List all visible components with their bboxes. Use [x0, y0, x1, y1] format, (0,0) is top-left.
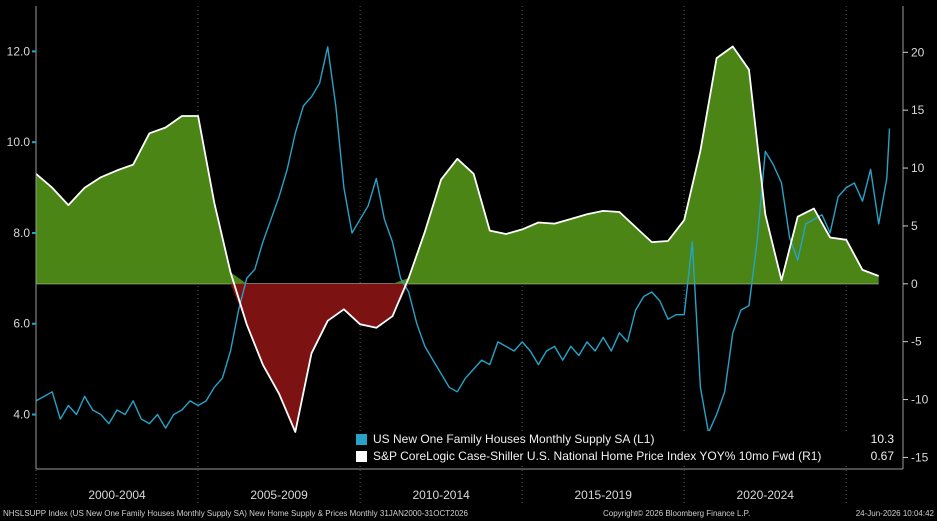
legend-value-supply: 10.3	[870, 432, 894, 446]
series-lines	[35, 45, 891, 434]
legend-value-hpi: 0.67	[870, 449, 894, 463]
x-period-label-4: 2020-2024	[737, 488, 795, 502]
x-period-label-3: 2015-2019	[575, 488, 633, 502]
legend-swatch-hpi	[356, 451, 367, 462]
right-tick-label-6: 15	[911, 103, 925, 117]
left-tick-label-3: 10.0	[7, 135, 31, 149]
footer-source: NHSLSUPP Index (US New One Family Houses…	[3, 509, 468, 518]
negative-area	[36, 283, 879, 432]
hpi-area-fill	[36, 46, 879, 432]
right-tick-label-5: 10	[911, 161, 925, 175]
left-tick-label-4: 12.0	[7, 44, 31, 58]
right-tick-label-4: 5	[911, 219, 918, 233]
hpi-line	[35, 45, 880, 433]
supply-line	[35, 46, 891, 434]
x-period-label-1: 2005-2009	[250, 488, 308, 502]
legend-item-supply: US New One Family Houses Monthly Supply …	[352, 431, 898, 448]
legend-item-hpi: S&P CoreLogic Case-Shiller U.S. National…	[352, 448, 898, 465]
left-tick-label-0: 4.0	[13, 408, 30, 422]
right-tick-label-7: 20	[911, 45, 925, 59]
right-tick-label-3: 0	[911, 277, 918, 291]
x-period-label-2: 2010-2014	[412, 488, 470, 502]
x-period-label-0: 2000-2004	[88, 488, 146, 502]
legend-swatch-supply	[356, 434, 367, 445]
legend-label-hpi: S&P CoreLogic Case-Shiller U.S. National…	[373, 449, 822, 463]
positive-area	[36, 46, 879, 284]
right-tick-label-2: -5	[911, 335, 922, 349]
legend-label-supply: US New One Family Houses Monthly Supply …	[373, 432, 655, 446]
right-tick-label-1: -10	[911, 393, 929, 407]
right-tick-label-0: -15	[911, 450, 929, 464]
footer-timestamp: 24-Jun-2026 10:04:42	[855, 509, 934, 518]
footer-copyright: Copyright© 2026 Bloomberg Finance L.P.	[603, 509, 751, 518]
legend: US New One Family Houses Monthly Supply …	[352, 431, 898, 465]
axes: 4.0 6.0 8.0 10.0 12.0 -15 -10 -5 0 5 10 15 20 2000-20…	[7, 6, 929, 502]
left-tick-label-1: 6.0	[13, 317, 30, 331]
left-tick-label-2: 8.0	[13, 226, 30, 240]
